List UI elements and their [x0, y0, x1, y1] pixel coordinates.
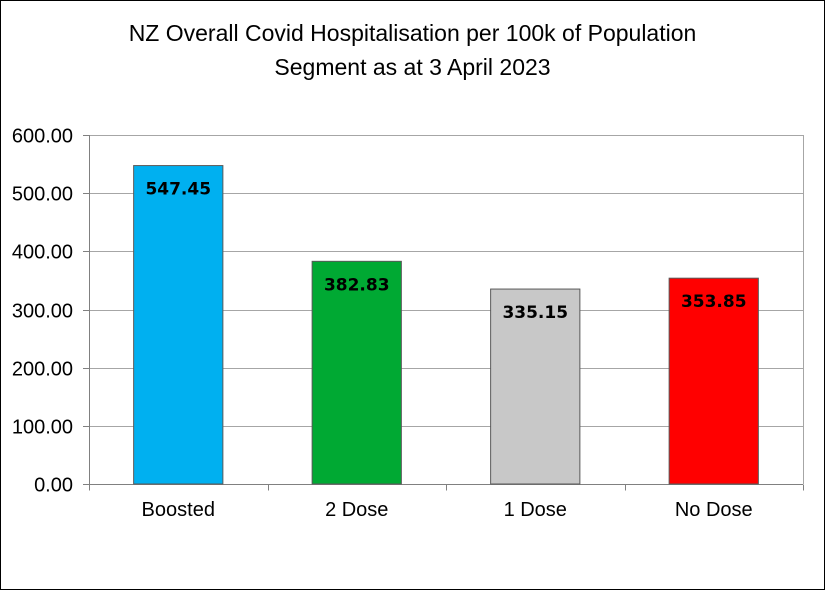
y-tick-label: 200.00	[12, 359, 73, 381]
y-tick-label: 400.00	[12, 242, 73, 264]
bar-boosted	[133, 165, 224, 485]
chart-title: NZ Overall Covid Hospitalisation per 100…	[0, 16, 825, 84]
chart-title-line-2: Segment as at 3 April 2023	[274, 54, 551, 80]
bars	[133, 165, 759, 485]
x-tick-label: 2 Dose	[325, 499, 388, 521]
chart-title-line-1: NZ Overall Covid Hospitalisation per 100…	[128, 20, 697, 46]
x-tick-label: No Dose	[675, 499, 753, 521]
y-tick-label: 500.00	[12, 184, 73, 206]
x-tick-label: Boosted	[142, 499, 215, 521]
data-label: 382.83	[324, 275, 390, 295]
bar-2-dose	[311, 260, 402, 485]
bar-no-dose	[668, 277, 759, 485]
labels: 0.00 100.00 200.00 300.00 400.00 500.00 600.00…	[12, 126, 753, 522]
y-tick-label: 100.00	[12, 417, 73, 439]
data-label: 547.45	[145, 180, 211, 200]
y-tick-label: 600.00	[12, 126, 73, 148]
x-tick-label: 1 Dose	[504, 499, 567, 521]
data-label: 335.15	[502, 303, 568, 323]
y-tick-label: 300.00	[12, 301, 73, 323]
data-label: 353.85	[681, 292, 747, 312]
y-tick-label: 0.00	[34, 475, 73, 497]
bar-1-dose	[490, 288, 581, 485]
